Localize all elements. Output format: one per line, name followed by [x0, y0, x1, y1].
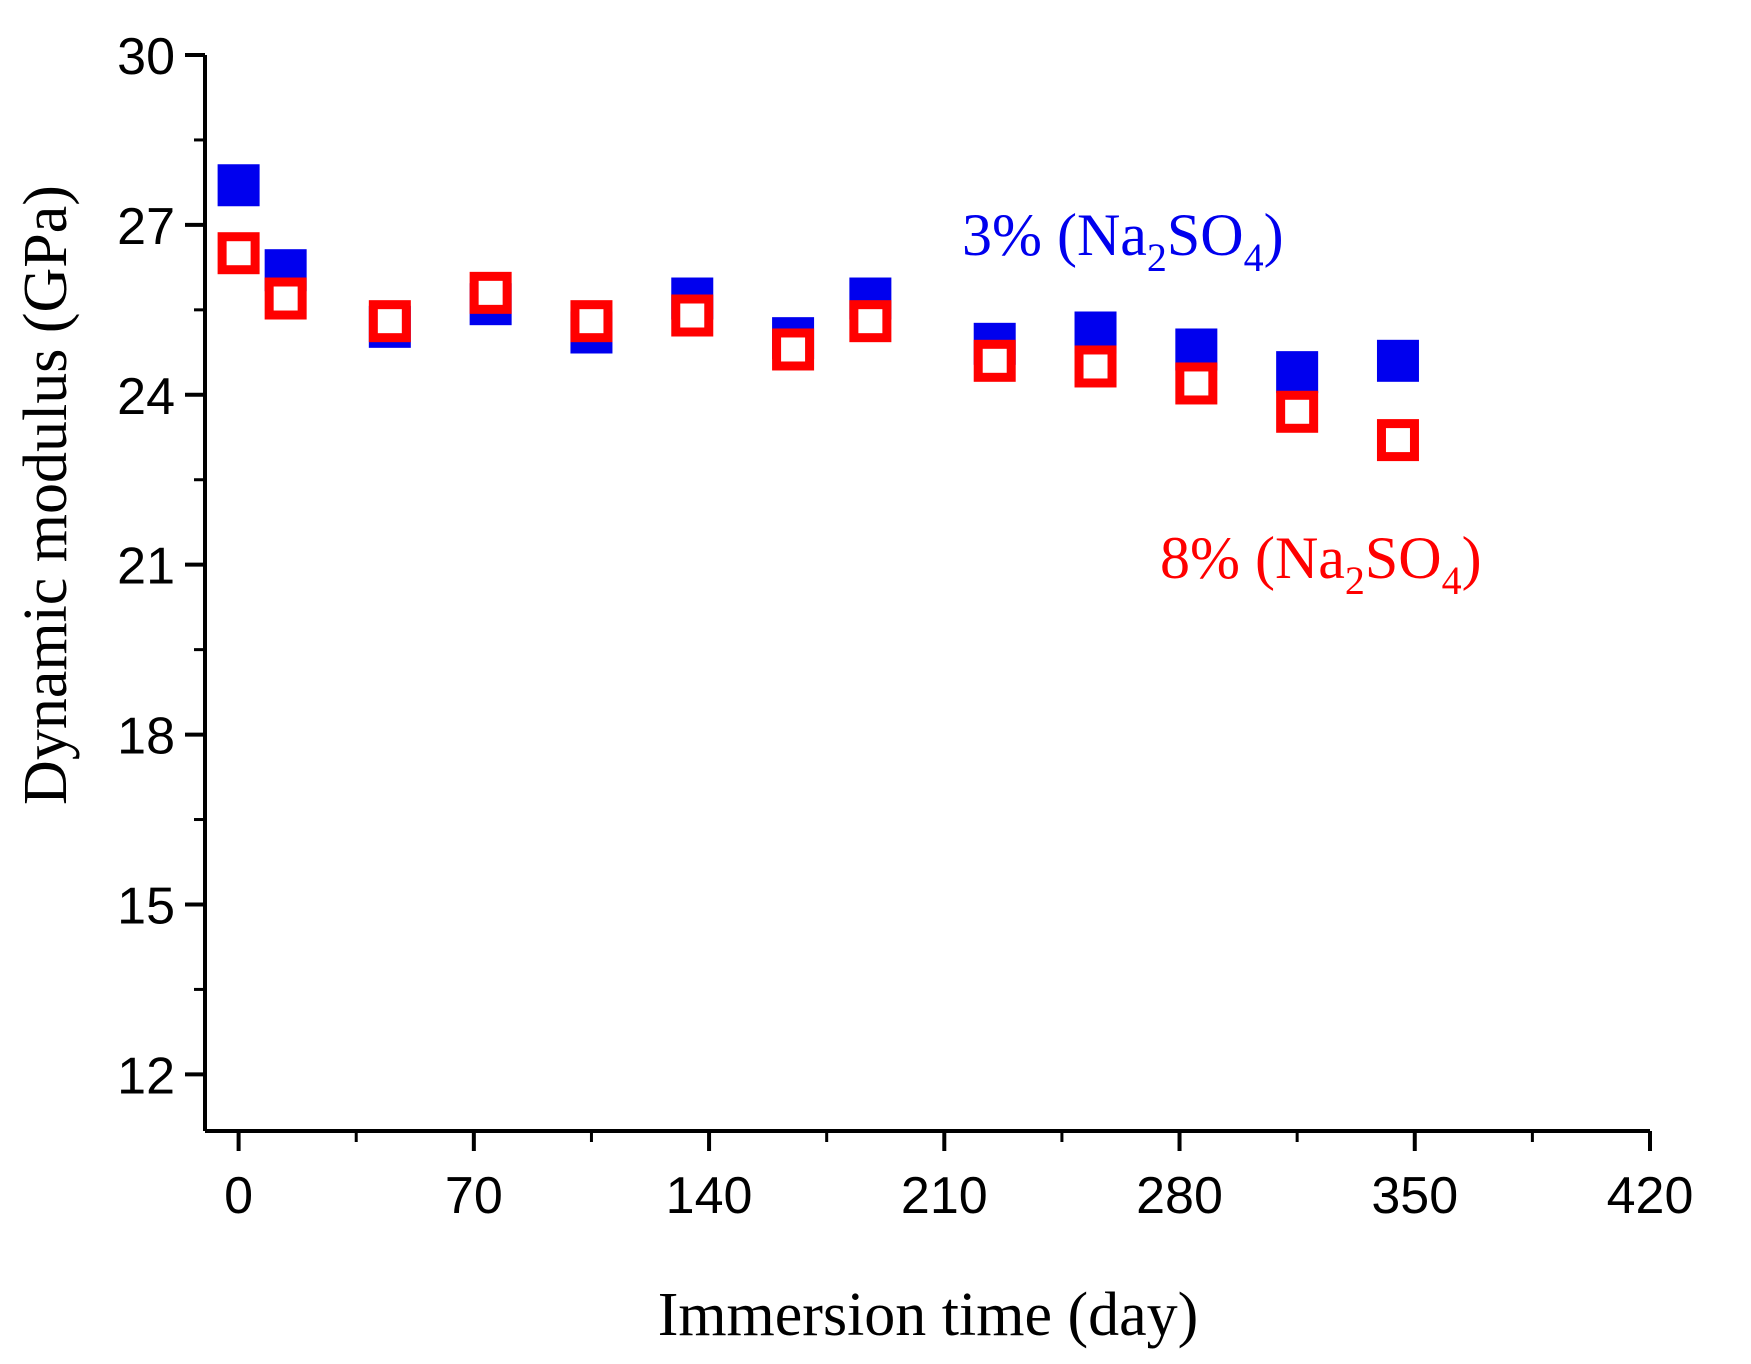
y-axis-title: Dynamic modulus (GPa) — [12, 185, 80, 805]
data-point-8-percent — [772, 328, 815, 371]
data-point-3-percent — [1376, 339, 1419, 382]
data-point-8-percent — [1074, 345, 1117, 388]
x-tick-label: 420 — [1607, 1167, 1694, 1225]
x-tick-label: 70 — [445, 1167, 503, 1225]
legend-3pct-mid: SO — [1167, 202, 1244, 268]
data-point-8-percent — [368, 300, 411, 343]
legend-label-8-percent: 8% (Na2SO4) — [1160, 525, 1482, 603]
data-point-8-percent — [264, 277, 307, 320]
legend-8pct-sub1: 2 — [1345, 558, 1365, 603]
y-tick-label: 30 — [117, 28, 175, 86]
x-tick-label: 140 — [666, 1167, 753, 1225]
x-tick-label: 350 — [1371, 1167, 1458, 1225]
legend-3pct-sub1: 2 — [1147, 235, 1167, 280]
data-point-8-percent — [1175, 362, 1218, 405]
x-tick-label: 210 — [901, 1167, 988, 1225]
legend-8pct-sub2: 4 — [1442, 558, 1462, 603]
x-axis-title: Immersion time (day) — [658, 1281, 1199, 1349]
series-layer — [217, 164, 1419, 462]
y-tick-label: 27 — [117, 198, 175, 256]
data-point-8-percent — [217, 232, 260, 275]
axes — [203, 55, 1650, 1133]
legend-8pct-mid: SO — [1365, 525, 1442, 591]
y-tick-label: 18 — [117, 708, 175, 766]
y-tick-label: 24 — [117, 368, 175, 426]
data-point-8-percent — [1276, 390, 1319, 433]
x-tick-label: 0 — [224, 1167, 253, 1225]
y-tick-label: 21 — [117, 538, 175, 596]
data-point-8-percent — [849, 300, 892, 343]
legend-3pct-end: ) — [1264, 202, 1284, 268]
data-point-8-percent — [671, 294, 714, 337]
data-point-3-percent — [1276, 351, 1319, 394]
legend-8pct-main: 8% (Na — [1160, 525, 1345, 591]
legend-8pct-end: ) — [1462, 525, 1482, 591]
x-tick-label: 280 — [1136, 1167, 1223, 1225]
data-point-3-percent — [217, 164, 260, 207]
data-point-8-percent — [570, 300, 613, 343]
y-tick-label: 12 — [117, 1047, 175, 1105]
legend-3pct-main: 3% (Na — [962, 202, 1147, 268]
series-2 — [217, 232, 1419, 462]
series-1 — [217, 164, 1419, 394]
y-tick-label: 15 — [117, 877, 175, 935]
data-point-8-percent — [973, 339, 1016, 382]
data-point-8-percent — [469, 271, 512, 314]
data-point-8-percent — [1376, 419, 1419, 462]
legend-3pct-sub2: 4 — [1244, 235, 1264, 280]
legend-label-3-percent: 3% (Na2SO4) — [962, 202, 1284, 280]
